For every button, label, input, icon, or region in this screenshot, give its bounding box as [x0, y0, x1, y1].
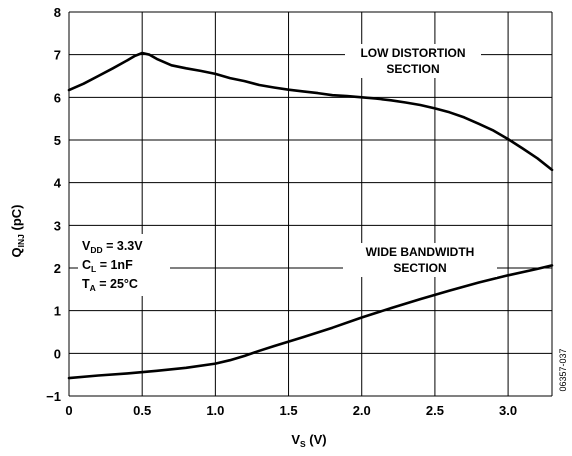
- condition-cl: CL = 1nF: [82, 258, 133, 274]
- y-tick-label: 7: [54, 48, 61, 63]
- x-tick-labels: 0 0.5 1.0 1.5 2.0 2.5 3.0: [65, 403, 517, 418]
- low-distortion-label-bg: [345, 44, 481, 78]
- y-tick-label: 4: [54, 176, 62, 191]
- y-tick-label: 8: [54, 5, 61, 20]
- wide-bandwidth-label-bg: [343, 243, 497, 277]
- y-tick-label: 2: [54, 261, 61, 276]
- y-tick-label: 5: [54, 133, 61, 148]
- series-lines: [67, 51, 554, 380]
- wide-bandwidth-label-line2: SECTION: [393, 261, 446, 275]
- condition-ta: TA = 25°C: [82, 277, 138, 293]
- y-tick-label: 6: [54, 90, 61, 105]
- x-tick-label: 2.0: [353, 403, 371, 418]
- x-tick-label: 3.0: [499, 403, 517, 418]
- condition-vdd: VDD = 3.3V: [82, 239, 143, 255]
- y-tick-label: 3: [54, 218, 61, 233]
- low-distortion-label-line2: SECTION: [386, 62, 439, 76]
- wide-bandwidth-label-line1: WIDE BANDWIDTH: [366, 245, 475, 259]
- figure-code: 06357-037: [558, 348, 568, 391]
- wide-bandwidth-line: [67, 264, 554, 380]
- x-tick-label: 1.5: [280, 403, 298, 418]
- x-tick-label: 0: [65, 403, 72, 418]
- x-axis-title: VS (V): [291, 432, 326, 449]
- y-tick-label: 0: [54, 346, 61, 361]
- x-tick-label: 1.0: [206, 403, 224, 418]
- x-tick-label: 2.5: [426, 403, 444, 418]
- y-tick-label: 1: [54, 304, 61, 319]
- low-distortion-label-line1: LOW DISTORTION: [360, 46, 465, 60]
- low-distortion-line: [67, 51, 554, 172]
- y-tick-label: −1: [46, 389, 61, 404]
- y-axis-title: QINJ (pC): [9, 205, 26, 258]
- y-tick-labels: −1 0 1 2 3 4 5 6 7 8: [46, 5, 62, 404]
- conditions-bg: [78, 234, 170, 296]
- x-tick-label: 0.5: [133, 403, 151, 418]
